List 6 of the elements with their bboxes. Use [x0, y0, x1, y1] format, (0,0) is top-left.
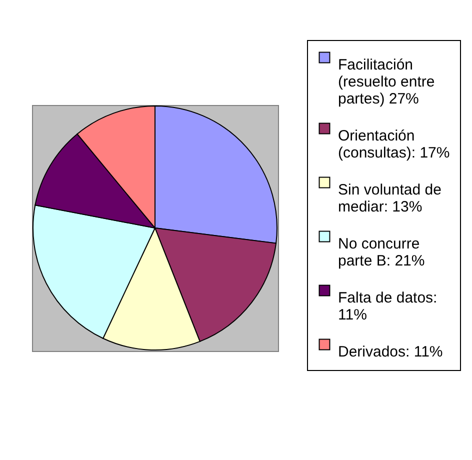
legend-label: Falta de datos: 11% — [338, 290, 438, 324]
legend-label: No concurre parte B: 21% — [338, 236, 425, 270]
legend-label: Orientación (consultas): 17% — [338, 128, 450, 162]
legend-label: Facilitación (resuelto entre partes) 27% — [338, 56, 435, 108]
legend-label: Derivados: 11% — [338, 344, 443, 360]
legend-label: Sin voluntad de mediar: 13% — [338, 182, 442, 216]
